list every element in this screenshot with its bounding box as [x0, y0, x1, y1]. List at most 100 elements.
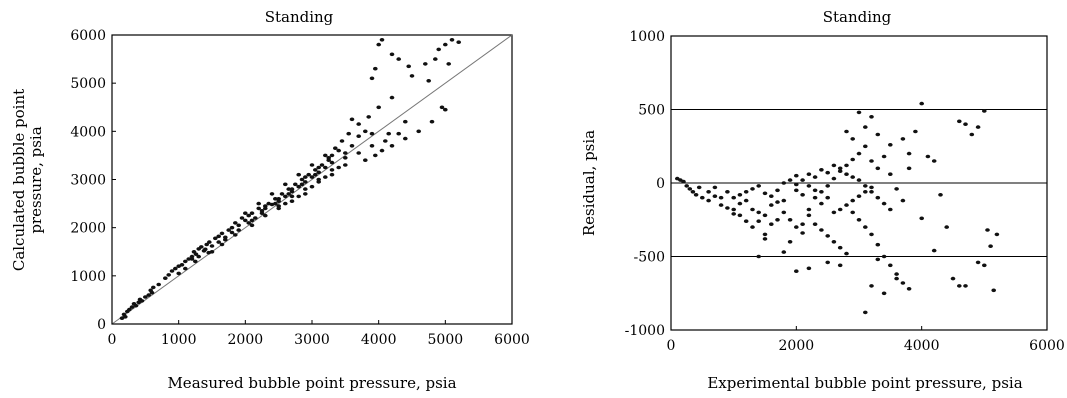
right-point-128: [869, 115, 874, 119]
right-point-41: [906, 151, 912, 156]
left-xtick-label-2: 2000: [228, 332, 264, 348]
right-point-110: [825, 195, 830, 200]
right-point-14: [737, 213, 743, 218]
right-reference-lines: [671, 109, 1047, 257]
right-point-134: [906, 166, 912, 171]
right-point-29: [831, 176, 837, 181]
left-point-61: [303, 180, 308, 184]
right-xtick-label-0: 0: [667, 338, 676, 354]
right-point-121: [806, 266, 812, 271]
left-point-168: [336, 165, 342, 170]
right-point-107: [856, 194, 862, 198]
left-point-160: [273, 201, 278, 206]
right-point-77: [850, 210, 855, 215]
right-point-82: [881, 254, 887, 259]
right-point-47: [944, 225, 949, 229]
left-point-32: [207, 240, 212, 244]
right-point-99: [869, 190, 874, 194]
right-point-132: [863, 125, 868, 129]
left-point-156: [219, 242, 225, 247]
right-point-96: [850, 175, 855, 179]
right-x-ticks: 0 2000 4000 6000: [667, 326, 1065, 354]
right-point-135: [900, 198, 906, 203]
right-point-20: [775, 218, 780, 222]
left-point-97: [316, 180, 322, 184]
right-point-35: [869, 159, 874, 163]
right-point-125: [762, 237, 768, 241]
left-point-95: [289, 199, 295, 203]
right-point-150: [756, 184, 761, 188]
right-point-117: [875, 257, 881, 262]
right-point-152: [769, 194, 774, 198]
left-point-71: [343, 156, 348, 160]
right-point-100: [875, 195, 881, 200]
right-point-148: [743, 190, 749, 194]
right-point-146: [731, 212, 736, 216]
right-point-24: [800, 222, 805, 226]
left-point-162: [299, 182, 305, 187]
right-point-54: [985, 228, 990, 232]
left-point-140: [223, 235, 228, 240]
left-point-119: [406, 64, 412, 69]
right-point-115: [863, 310, 868, 315]
left-point-84: [296, 172, 302, 177]
left-point-33: [209, 244, 215, 248]
left-point-101: [369, 144, 375, 148]
right-point-141: [982, 263, 987, 268]
left-point-12: [146, 293, 151, 297]
left-y-ticks: 0 1000 2000 3000 4000 5000 6000: [70, 28, 116, 333]
left-point-131: [366, 115, 372, 119]
right-point-105: [844, 203, 849, 207]
left-point-127: [449, 38, 455, 42]
left-point-155: [206, 250, 211, 255]
right-point-56: [991, 288, 996, 293]
left-point-112: [439, 105, 445, 110]
right-y-axis-label: Residual, psia: [580, 130, 598, 236]
left-point-78: [216, 240, 221, 244]
right-point-127: [856, 110, 862, 115]
right-point-91: [819, 168, 824, 172]
left-xtick-label-0: 0: [108, 332, 117, 348]
right-point-55: [988, 244, 993, 248]
right-point-97: [856, 178, 862, 182]
left-point-69: [329, 153, 335, 158]
right-point-111: [819, 201, 824, 206]
right-point-86: [906, 287, 912, 291]
right-point-64: [769, 222, 774, 226]
right-point-88: [800, 178, 805, 182]
right-point-32: [850, 157, 855, 162]
right-point-95: [844, 172, 849, 176]
left-point-75: [369, 131, 375, 136]
right-point-8: [700, 195, 705, 200]
left-xtick-label-1: 1000: [161, 332, 197, 348]
left-point-109: [416, 129, 422, 134]
right-point-108: [863, 190, 868, 194]
left-point-102: [383, 139, 388, 143]
left-point-144: [276, 197, 282, 201]
left-point-133: [389, 95, 395, 100]
left-point-17: [163, 276, 168, 281]
left-point-128: [456, 40, 462, 44]
right-ytick-label-4: -1000: [625, 323, 665, 339]
left-point-114: [373, 66, 378, 71]
left-point-23: [183, 259, 188, 264]
right-point-151: [762, 191, 768, 196]
right-point-114: [800, 193, 805, 197]
right-point-21: [781, 198, 787, 203]
right-point-12: [725, 190, 730, 194]
right-point-74: [831, 240, 837, 244]
left-point-89: [303, 187, 308, 191]
left-point-142: [249, 218, 255, 223]
right-point-149: [750, 187, 755, 191]
left-point-58: [293, 182, 298, 187]
right-point-45: [931, 159, 937, 163]
left-point-141: [236, 228, 241, 232]
right-point-129: [844, 129, 849, 134]
left-point-152: [333, 146, 338, 150]
left-point-118: [396, 57, 402, 61]
left-point-98: [329, 172, 335, 177]
left-point-73: [356, 134, 362, 138]
left-point-111: [443, 107, 448, 112]
right-xtick-label-1: 2000: [779, 338, 815, 354]
left-point-29: [199, 245, 204, 249]
